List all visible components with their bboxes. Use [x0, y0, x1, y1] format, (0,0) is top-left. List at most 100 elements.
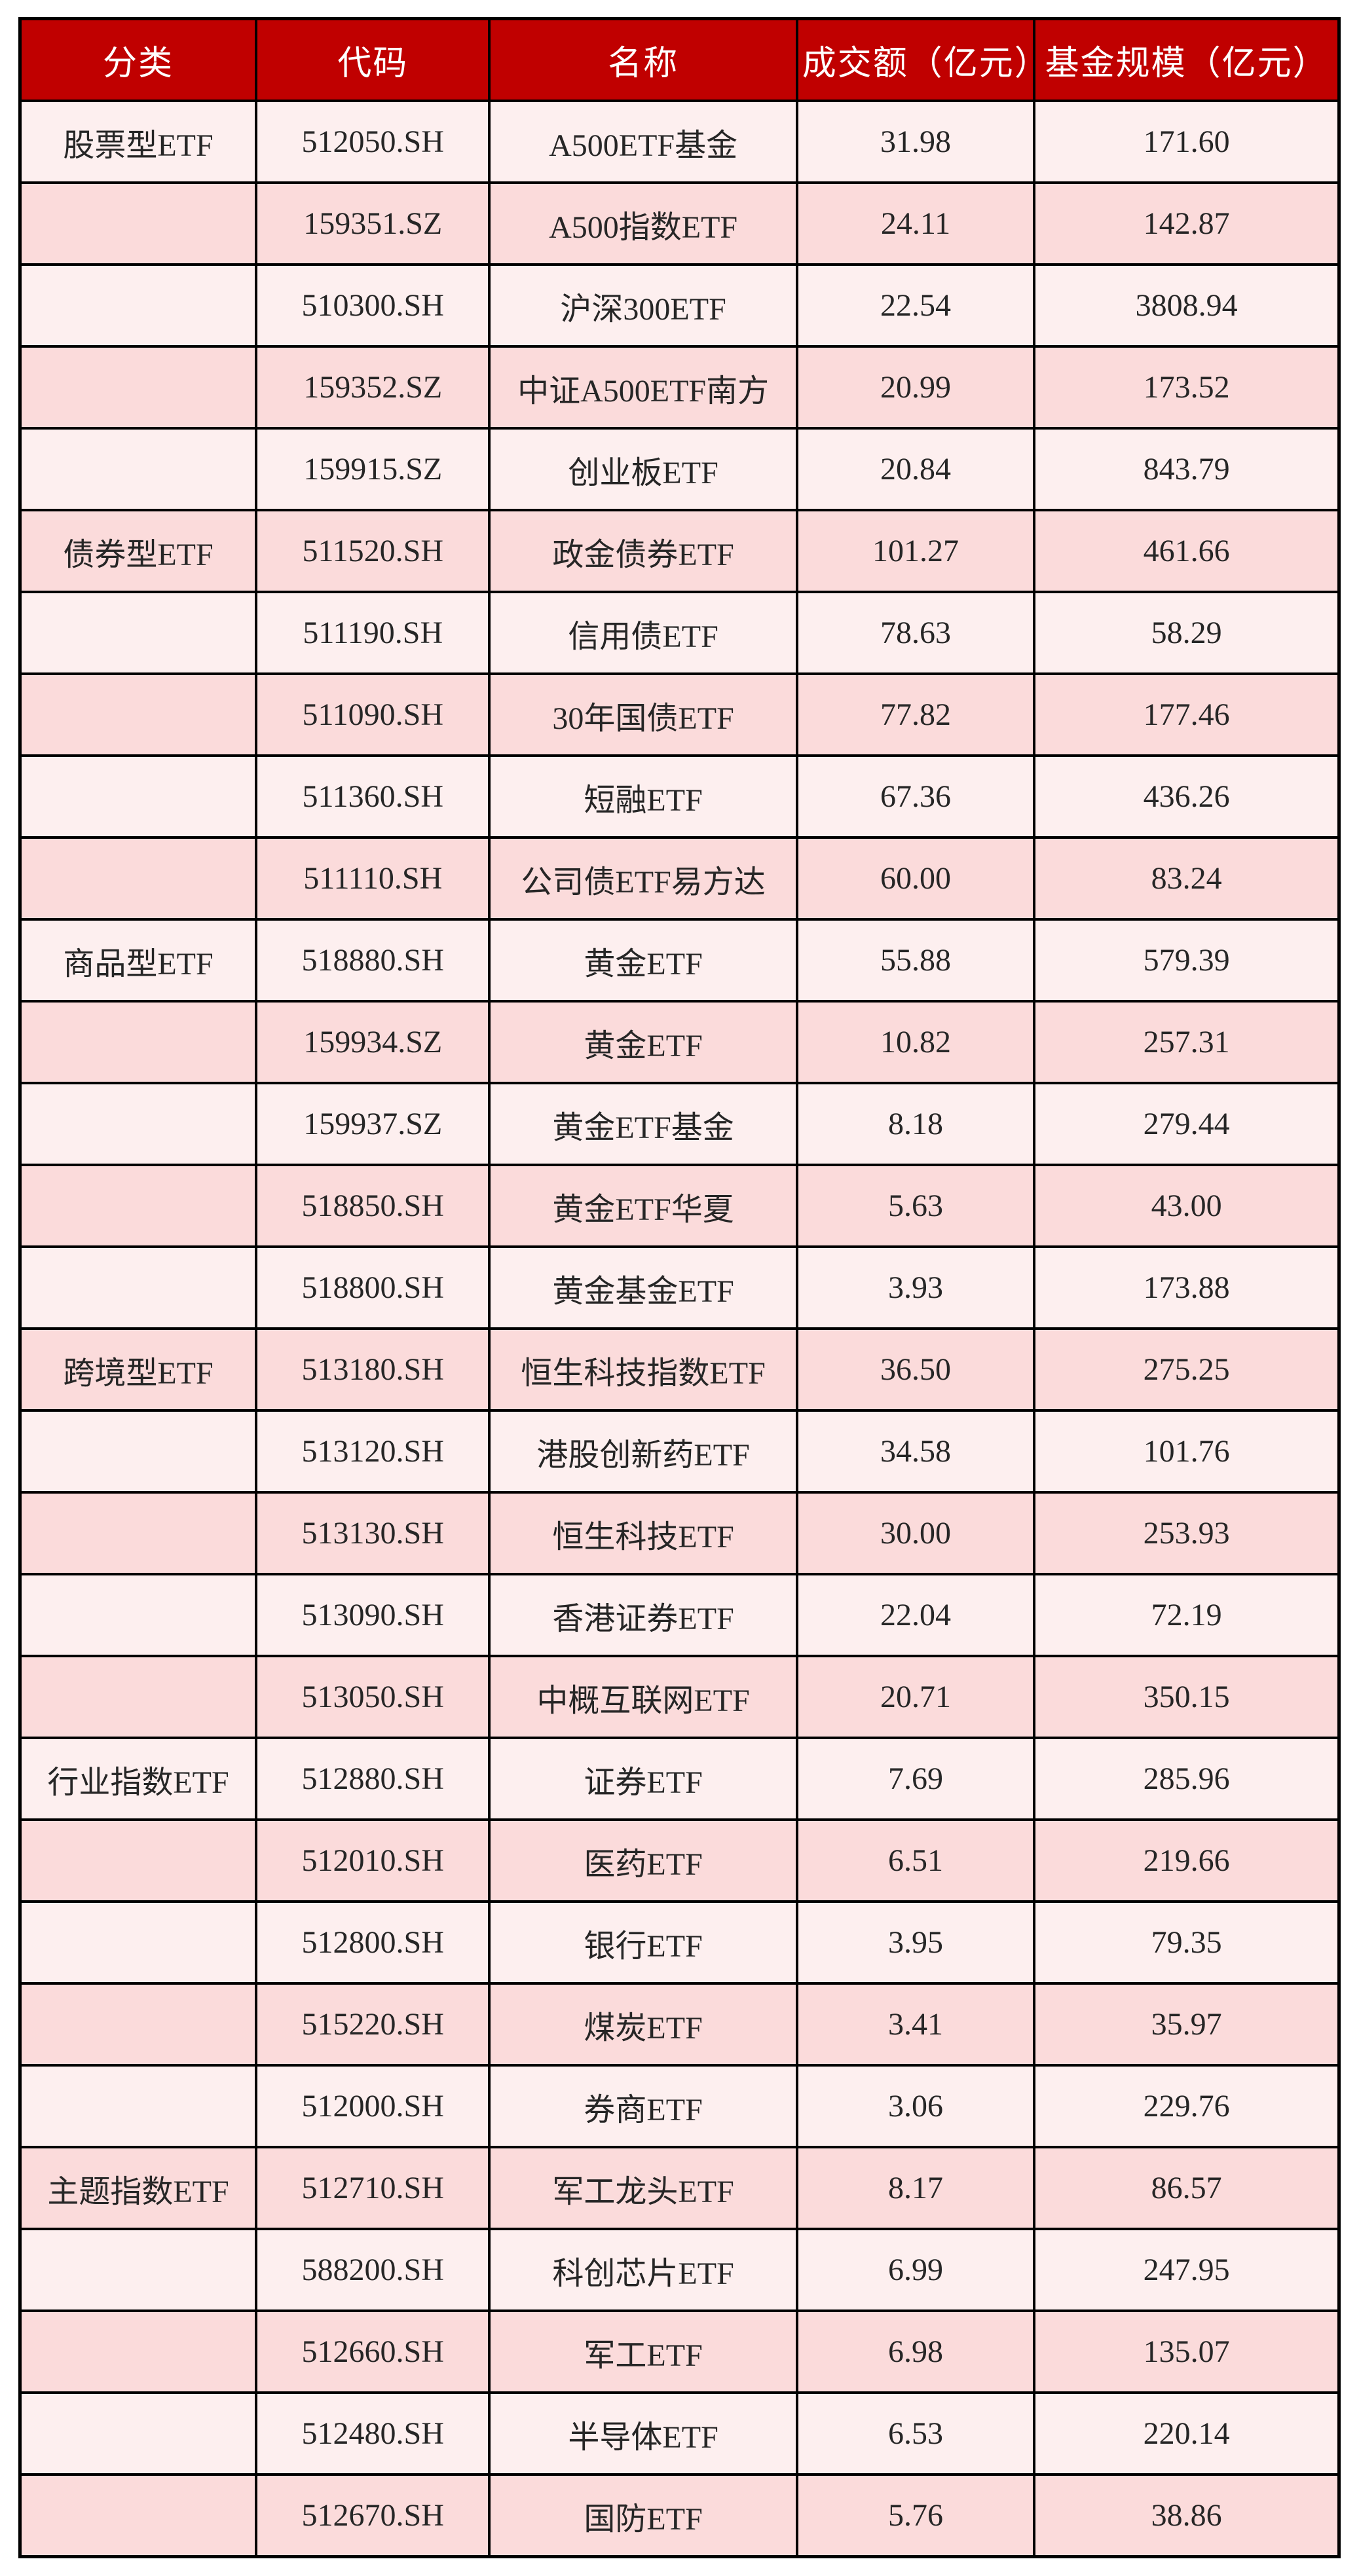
code-cell: 510300.SH — [254, 263, 491, 348]
turnover-cell: 60.00 — [795, 836, 1036, 921]
code-cell: 512050.SH — [254, 100, 491, 184]
category-cell — [18, 1818, 257, 1903]
turnover-cell: 78.63 — [795, 591, 1036, 675]
table-row: 511110.SH 公司债ETF易方达 60.00 83.24 — [18, 836, 1341, 921]
aum-cell: 350.15 — [1033, 1655, 1341, 1739]
aum-cell: 171.60 — [1033, 100, 1341, 184]
table-row: 510300.SH 沪深300ETF 22.54 3808.94 — [18, 263, 1341, 348]
category-cell — [18, 181, 257, 266]
table-row: 512670.SH 国防ETF 5.76 38.86 — [18, 2473, 1341, 2558]
aum-cell: 142.87 — [1033, 181, 1341, 266]
turnover-cell: 101.27 — [795, 509, 1036, 593]
turnover-cell: 6.99 — [795, 2228, 1036, 2312]
category-cell — [18, 345, 257, 430]
aum-cell: 35.97 — [1033, 1982, 1341, 2067]
code-cell: 512480.SH — [254, 2391, 491, 2476]
table-row: 515220.SH 煤炭ETF 3.41 35.97 — [18, 1982, 1341, 2067]
aum-cell: 135.07 — [1033, 2309, 1341, 2394]
turnover-cell: 22.04 — [795, 1573, 1036, 1657]
header-row: 分类 代码 名称 成交额（亿元） 基金规模（亿元） — [18, 17, 1341, 102]
code-cell: 512660.SH — [254, 2309, 491, 2394]
code-cell: 512010.SH — [254, 1818, 491, 1903]
category-cell — [18, 2473, 257, 2558]
category-cell — [18, 2228, 257, 2312]
name-cell: 证券ETF — [488, 1737, 798, 1821]
category-cell — [18, 1082, 257, 1166]
name-cell: 短融ETF — [488, 754, 798, 839]
table-row: 513120.SH 港股创新药ETF 34.58 101.76 — [18, 1409, 1341, 1494]
aum-cell: 79.35 — [1033, 1900, 1341, 1985]
aum-cell: 173.88 — [1033, 1245, 1341, 1330]
code-cell: 512880.SH — [254, 1737, 491, 1821]
category-cell — [18, 1409, 257, 1494]
name-cell: 黄金ETF华夏 — [488, 1164, 798, 1248]
turnover-cell: 3.93 — [795, 1245, 1036, 1330]
turnover-cell: 55.88 — [795, 918, 1036, 1003]
etf-table: 分类 代码 名称 成交额（亿元） 基金规模（亿元） 股票型ETF 512050.S… — [18, 17, 1341, 2558]
name-cell: 港股创新药ETF — [488, 1409, 798, 1494]
aum-cell: 279.44 — [1033, 1082, 1341, 1166]
table-row: 股票型ETF 512050.SH A500ETF基金 31.98 171.60 — [18, 100, 1341, 184]
turnover-cell: 6.51 — [795, 1818, 1036, 1903]
code-cell: 588200.SH — [254, 2228, 491, 2312]
aum-cell: 219.66 — [1033, 1818, 1341, 1903]
category-cell: 债券型ETF — [18, 509, 257, 593]
table-row: 159915.SZ 创业板ETF 20.84 843.79 — [18, 427, 1341, 511]
turnover-cell: 20.99 — [795, 345, 1036, 430]
code-cell: 159351.SZ — [254, 181, 491, 266]
name-cell: 银行ETF — [488, 1900, 798, 1985]
code-cell: 513090.SH — [254, 1573, 491, 1657]
code-cell: 512800.SH — [254, 1900, 491, 1985]
name-cell: 军工ETF — [488, 2309, 798, 2394]
category-cell — [18, 754, 257, 839]
name-cell: 煤炭ETF — [488, 1982, 798, 2067]
category-cell: 股票型ETF — [18, 100, 257, 184]
aum-cell: 86.57 — [1033, 2146, 1341, 2230]
code-cell: 512710.SH — [254, 2146, 491, 2230]
name-cell: 半导体ETF — [488, 2391, 798, 2476]
table-row: 512480.SH 半导体ETF 6.53 220.14 — [18, 2391, 1341, 2476]
table-row: 513050.SH 中概互联网ETF 20.71 350.15 — [18, 1655, 1341, 1739]
turnover-cell: 7.69 — [795, 1737, 1036, 1821]
aum-cell: 3808.94 — [1033, 263, 1341, 348]
aum-cell: 461.66 — [1033, 509, 1341, 593]
table-row: 债券型ETF 511520.SH 政金债券ETF 101.27 461.66 — [18, 509, 1341, 593]
code-cell: 512670.SH — [254, 2473, 491, 2558]
table-body: 股票型ETF 512050.SH A500ETF基金 31.98 171.60 15935… — [18, 100, 1341, 2558]
category-cell — [18, 427, 257, 511]
category-cell — [18, 1245, 257, 1330]
name-cell: 30年国债ETF — [488, 672, 798, 757]
aum-cell: 275.25 — [1033, 1327, 1341, 1412]
category-cell — [18, 1491, 257, 1575]
turnover-cell: 24.11 — [795, 181, 1036, 266]
category-cell — [18, 591, 257, 675]
code-cell: 513130.SH — [254, 1491, 491, 1575]
turnover-cell: 8.17 — [795, 2146, 1036, 2230]
aum-cell: 101.76 — [1033, 1409, 1341, 1494]
table-row: 518850.SH 黄金ETF华夏 5.63 43.00 — [18, 1164, 1341, 1248]
turnover-cell: 6.98 — [795, 2309, 1036, 2394]
table-row: 159934.SZ 黄金ETF 10.82 257.31 — [18, 1000, 1341, 1084]
code-cell: 511090.SH — [254, 672, 491, 757]
table-row: 513090.SH 香港证券ETF 22.04 72.19 — [18, 1573, 1341, 1657]
category-cell — [18, 1982, 257, 2067]
name-cell: 中证A500ETF南方 — [488, 345, 798, 430]
name-cell: 沪深300ETF — [488, 263, 798, 348]
name-cell: 中概互联网ETF — [488, 1655, 798, 1739]
code-cell: 515220.SH — [254, 1982, 491, 2067]
aum-cell: 257.31 — [1033, 1000, 1341, 1084]
table-row: 159352.SZ 中证A500ETF南方 20.99 173.52 — [18, 345, 1341, 430]
aum-cell: 436.26 — [1033, 754, 1341, 839]
aum-cell: 43.00 — [1033, 1164, 1341, 1248]
turnover-cell: 20.71 — [795, 1655, 1036, 1739]
code-cell: 159934.SZ — [254, 1000, 491, 1084]
aum-cell: 38.86 — [1033, 2473, 1341, 2558]
table-row: 511190.SH 信用债ETF 78.63 58.29 — [18, 591, 1341, 675]
category-cell — [18, 1655, 257, 1739]
table-row: 513130.SH 恒生科技ETF 30.00 253.93 — [18, 1491, 1341, 1575]
name-cell: 军工龙头ETF — [488, 2146, 798, 2230]
code-cell: 518880.SH — [254, 918, 491, 1003]
aum-cell: 247.95 — [1033, 2228, 1341, 2312]
aum-cell: 220.14 — [1033, 2391, 1341, 2476]
